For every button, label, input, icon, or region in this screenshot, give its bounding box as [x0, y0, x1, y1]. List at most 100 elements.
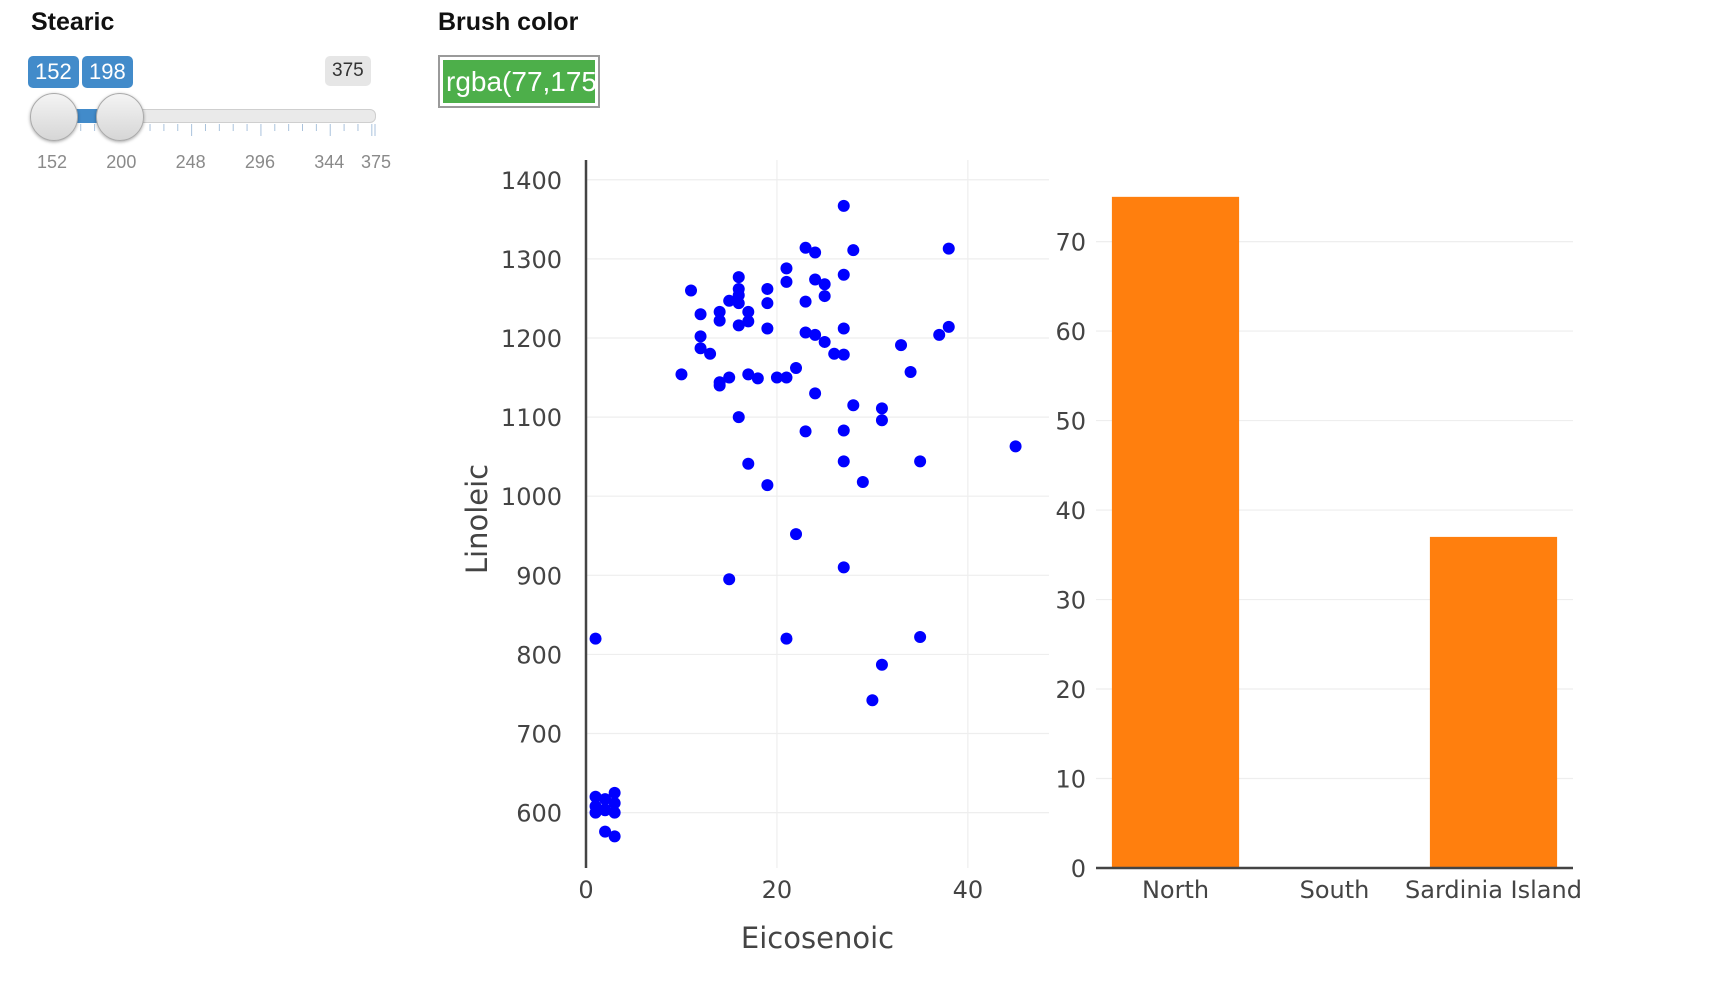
- scatter-point[interactable]: [875, 402, 888, 415]
- scatter-point[interactable]: [933, 328, 946, 341]
- scatter-point[interactable]: [914, 631, 927, 644]
- scatter-point[interactable]: [818, 278, 831, 291]
- scatter-point[interactable]: [780, 262, 793, 275]
- scatter-point[interactable]: [694, 342, 707, 355]
- scatter-point[interactable]: [799, 326, 812, 339]
- scatter-point[interactable]: [837, 322, 850, 335]
- scatter-point[interactable]: [904, 366, 917, 379]
- scatter-x-tick-label: 0: [578, 876, 593, 904]
- scatter-point[interactable]: [799, 425, 812, 438]
- bar-y-tick-label: 10: [1055, 766, 1086, 794]
- scatter-point[interactable]: [837, 424, 850, 437]
- scatter-point[interactable]: [723, 573, 736, 586]
- scatter-point[interactable]: [780, 371, 793, 384]
- scatter-point[interactable]: [809, 246, 822, 259]
- scatter-point[interactable]: [809, 328, 822, 341]
- scatter-point[interactable]: [742, 457, 755, 470]
- scatter-point[interactable]: [895, 339, 908, 352]
- scatter-point[interactable]: [770, 371, 783, 384]
- scatter-point[interactable]: [914, 455, 927, 468]
- scatter-point[interactable]: [837, 455, 850, 468]
- scatter-point[interactable]: [704, 347, 717, 360]
- bar-chart[interactable]: 0 10 20 30 40 50 60 70 North South Sardinia Island: [1055, 196, 1582, 904]
- bar-category-label: South: [1300, 876, 1370, 904]
- scatter-point[interactable]: [713, 314, 726, 327]
- scatter-point[interactable]: [818, 290, 831, 303]
- scatter-point[interactable]: [790, 528, 803, 541]
- scatter-point[interactable]: [809, 273, 822, 286]
- scatter-point[interactable]: [942, 242, 955, 255]
- scatter-point[interactable]: [866, 694, 879, 707]
- scatter-x-tick-label: 20: [762, 876, 793, 904]
- scatter-point[interactable]: [790, 362, 803, 375]
- scatter-point[interactable]: [599, 804, 612, 817]
- scatter-x-axis-title: Eicosenoic: [741, 921, 894, 955]
- scatter-point[interactable]: [847, 399, 860, 412]
- bar[interactable]: [1429, 536, 1558, 868]
- scatter-point[interactable]: [732, 271, 745, 284]
- bar-y-tick-label: 0: [1071, 855, 1086, 883]
- scatter-point[interactable]: [732, 319, 745, 332]
- bar-y-tick-label: 20: [1055, 676, 1086, 704]
- scatter-point[interactable]: [723, 294, 736, 307]
- scatter-point[interactable]: [608, 830, 621, 843]
- scatter-point[interactable]: [732, 297, 745, 310]
- scatter-point[interactable]: [732, 411, 745, 424]
- slider-high-handle[interactable]: [96, 93, 145, 141]
- scatter-point[interactable]: [723, 371, 736, 384]
- scatter-point[interactable]: [608, 786, 621, 799]
- stearic-range-slider[interactable]: 152 198 375 152 200 248 296 344 375: [28, 52, 391, 182]
- scatter-point[interactable]: [751, 372, 764, 385]
- scatter-y-axis-title: Linoleic: [460, 464, 494, 574]
- scatter-point[interactable]: [875, 414, 888, 427]
- scatter-point[interactable]: [742, 305, 755, 318]
- scatter-point[interactable]: [589, 632, 602, 645]
- scatter-point[interactable]: [942, 320, 955, 333]
- scatter-point[interactable]: [713, 305, 726, 318]
- scatter-point[interactable]: [761, 479, 774, 492]
- scatter-point[interactable]: [761, 322, 774, 335]
- scatter-point[interactable]: [761, 297, 774, 310]
- scatter-point[interactable]: [837, 268, 850, 281]
- scatter-point[interactable]: [780, 632, 793, 645]
- scatter-y-tick-label: 1200: [501, 325, 562, 353]
- scatter-y-tick-label: 900: [516, 562, 562, 590]
- scatter-y-tick-label: 1100: [501, 404, 562, 432]
- scatter-x-tick-label: 40: [953, 876, 984, 904]
- scatter-point[interactable]: [608, 806, 621, 819]
- scatter-point[interactable]: [799, 295, 812, 308]
- scatter-point[interactable]: [713, 379, 726, 392]
- scatter-point[interactable]: [685, 284, 698, 297]
- scatter-point[interactable]: [847, 244, 860, 257]
- scatter-point[interactable]: [761, 282, 774, 295]
- scatter-point[interactable]: [589, 806, 602, 819]
- scatter-point[interactable]: [837, 561, 850, 574]
- scatter-point[interactable]: [742, 315, 755, 328]
- scatter-plot[interactable]: 600 700 800 900 1000 1100 1200 1300 1400 0 20 40 Eic…: [460, 160, 1049, 955]
- bar-y-tick-label: 70: [1055, 229, 1086, 257]
- slider-low-handle[interactable]: [30, 93, 78, 141]
- scatter-point[interactable]: [589, 790, 602, 803]
- scatter-point[interactable]: [694, 330, 707, 343]
- scatter-point[interactable]: [856, 475, 869, 488]
- scatter-point[interactable]: [875, 658, 888, 671]
- bar-y-tick-label: 60: [1055, 318, 1086, 346]
- scatter-point[interactable]: [599, 825, 612, 838]
- scatter-point[interactable]: [818, 335, 831, 348]
- bar[interactable]: [1111, 196, 1240, 868]
- scatter-point[interactable]: [837, 199, 850, 212]
- scatter-point[interactable]: [1009, 440, 1022, 453]
- scatter-point[interactable]: [742, 368, 755, 381]
- scatter-point[interactable]: [809, 387, 822, 400]
- scatter-point[interactable]: [599, 793, 612, 806]
- scatter-point[interactable]: [828, 347, 841, 360]
- scatter-point[interactable]: [694, 308, 707, 321]
- scatter-point[interactable]: [608, 797, 621, 810]
- scatter-point[interactable]: [780, 275, 793, 288]
- bar-y-tick-label: 30: [1055, 587, 1086, 615]
- scatter-point[interactable]: [799, 241, 812, 254]
- brush-color-input[interactable]: rgba(77,175: [438, 55, 600, 108]
- scatter-point[interactable]: [675, 368, 688, 381]
- scatter-point[interactable]: [837, 348, 850, 361]
